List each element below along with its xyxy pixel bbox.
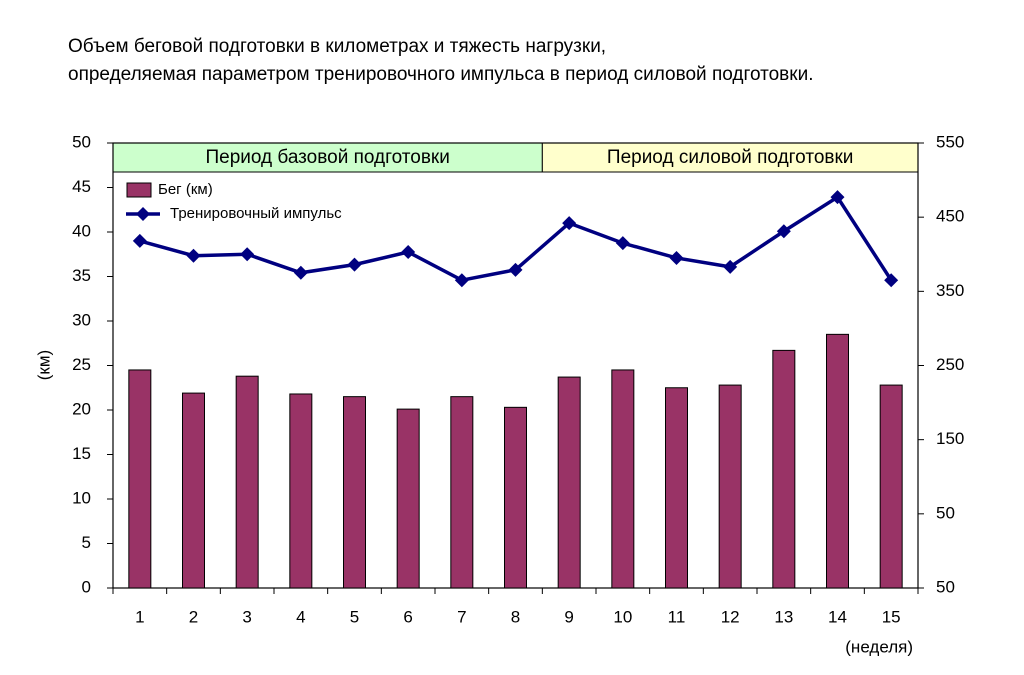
period-band [112, 142, 543, 173]
period-label: Период базовой подготовки [205, 147, 449, 168]
bar [182, 392, 205, 589]
x-tick-label: 8 [511, 607, 520, 626]
x-tick-label: 10 [613, 607, 632, 626]
x-tick-label: 5 [350, 607, 359, 626]
bar [343, 396, 366, 589]
bar [504, 406, 527, 589]
y-tick-label: 25 [72, 355, 91, 374]
marker [132, 233, 147, 248]
y-tick-label: 10 [72, 488, 91, 507]
x-tick-label: 14 [828, 607, 847, 626]
x-tick-label: 3 [242, 607, 251, 626]
period-band [541, 142, 919, 173]
chart-title: определяемая параметром тренировочного и… [68, 64, 813, 85]
legend-label: Бег (км) [158, 181, 213, 198]
x-tick-label: 9 [564, 607, 573, 626]
marker [615, 236, 630, 251]
bar [665, 387, 688, 589]
x-axis-label: (неделя) [845, 637, 913, 656]
y-axis-label: (км) [34, 350, 53, 380]
x-tick-label: 4 [296, 607, 305, 626]
bar [718, 384, 742, 589]
y2-tick-label: 550 [936, 132, 964, 151]
bar [396, 408, 420, 589]
marker [723, 259, 738, 274]
legend-swatch [136, 207, 150, 221]
marker [884, 273, 899, 288]
x-tick-label: 2 [189, 607, 198, 626]
bar [772, 349, 796, 589]
y2-tick-label: 450 [936, 207, 964, 226]
bar [557, 376, 581, 589]
y-tick-label: 30 [72, 310, 91, 329]
x-tick-label: 11 [668, 607, 686, 626]
marker [347, 257, 362, 272]
bar [289, 393, 313, 589]
marker [186, 248, 201, 263]
bar [450, 396, 474, 589]
x-tick-label: 7 [457, 607, 466, 626]
x-tick-label: 13 [774, 607, 793, 626]
marker [293, 265, 308, 280]
y2-tick-label: 150 [936, 429, 964, 448]
marker [508, 262, 523, 277]
y-tick-label: 5 [82, 533, 91, 552]
legend-swatch [126, 182, 152, 198]
bar [128, 369, 152, 589]
y-tick-label: 45 [72, 177, 91, 196]
marker [454, 273, 469, 288]
marker [562, 216, 577, 231]
y2-tick-label: 350 [936, 281, 964, 300]
bar [611, 369, 635, 589]
y2-tick-label: 50 [936, 577, 955, 596]
marker [240, 247, 255, 262]
marker [830, 190, 845, 205]
chart-title: Объем беговой подготовки в километрах и … [68, 36, 606, 57]
marker [669, 250, 684, 265]
legend-label: Тренировочный импульс [170, 205, 342, 222]
bar [879, 384, 903, 589]
x-tick-label: 15 [882, 607, 901, 626]
y-tick-label: 35 [72, 266, 91, 285]
x-tick-label: 12 [721, 607, 740, 626]
period-label: Период силовой подготовки [607, 147, 854, 168]
marker [401, 245, 416, 260]
y-tick-label: 20 [72, 399, 91, 418]
y2-tick-label: 50 [936, 503, 955, 522]
x-tick-label: 1 [135, 607, 144, 626]
y2-tick-label: 250 [936, 355, 964, 374]
bar [235, 375, 259, 589]
y-tick-label: 50 [72, 132, 91, 151]
y-tick-label: 15 [72, 444, 91, 463]
x-tick-label: 6 [403, 607, 412, 626]
marker [776, 224, 791, 239]
y-tick-label: 40 [72, 221, 91, 240]
bar [826, 333, 849, 589]
y-tick-label: 0 [82, 577, 91, 596]
